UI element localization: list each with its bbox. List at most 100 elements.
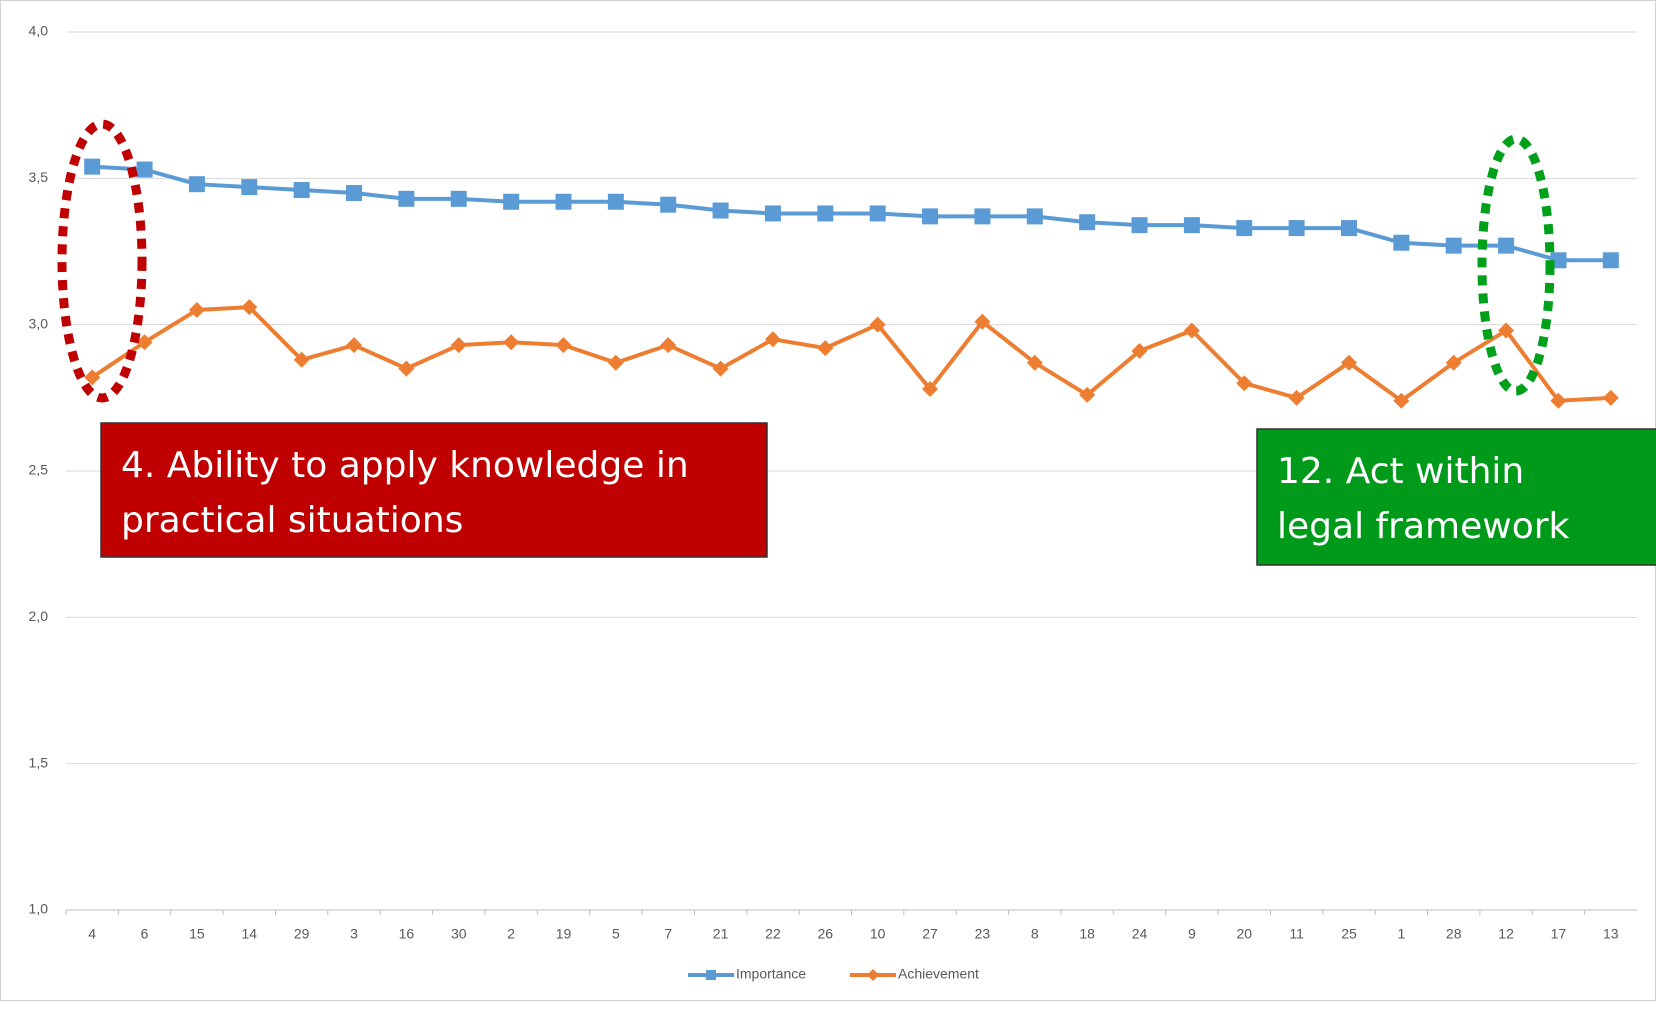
marker — [555, 193, 572, 210]
marker — [764, 331, 781, 348]
marker — [869, 205, 886, 222]
marker — [1026, 354, 1043, 371]
marker — [1236, 220, 1253, 237]
marker — [1498, 237, 1515, 254]
marker — [503, 193, 520, 210]
marker — [974, 313, 991, 330]
marker — [1445, 237, 1462, 254]
annotation-text: 4. Ability to apply knowledge in — [121, 445, 689, 486]
marker — [136, 161, 153, 178]
marker — [660, 196, 677, 213]
marker — [450, 337, 467, 354]
marker — [1498, 322, 1515, 339]
marker — [1079, 386, 1096, 403]
x-tick-label: 19 — [556, 926, 572, 942]
marker — [660, 337, 677, 354]
marker — [1131, 343, 1148, 360]
legend-marker — [867, 969, 879, 981]
x-tick-label: 4 — [88, 926, 96, 942]
marker — [869, 316, 886, 333]
x-tick-label: 16 — [399, 926, 415, 942]
marker — [398, 190, 415, 207]
annotation-box — [1256, 428, 1656, 566]
annotation-text: 12. Act within — [1277, 451, 1524, 492]
marker — [241, 299, 258, 316]
marker — [346, 184, 363, 201]
marker — [1079, 214, 1096, 231]
x-tick-label: 7 — [664, 926, 672, 942]
marker — [1602, 389, 1619, 406]
marker — [1026, 208, 1043, 225]
y-tick-label: 3,5 — [29, 169, 49, 185]
x-tick-label: 2 — [507, 926, 515, 942]
series-line — [91, 305, 1611, 403]
x-tick-label: 6 — [141, 926, 149, 942]
marker — [922, 381, 939, 398]
marker — [1393, 234, 1410, 251]
x-tick-label: 28 — [1446, 926, 1462, 942]
highlight-ellipse — [57, 119, 147, 403]
annotation-text: practical situations — [121, 500, 463, 541]
annotation-box — [100, 422, 768, 558]
marker — [1393, 392, 1410, 409]
y-tick-label: 2,5 — [29, 462, 49, 478]
x-tick-label: 22 — [765, 926, 781, 942]
x-tick-label: 5 — [612, 926, 620, 942]
legend-label: Achievement — [898, 966, 979, 982]
x-tick-label: 9 — [1188, 926, 1196, 942]
marker — [1288, 389, 1305, 406]
marker — [764, 205, 781, 222]
marker — [346, 337, 363, 354]
x-tick-label: 29 — [294, 926, 310, 942]
marker — [84, 369, 101, 386]
x-tick-label: 12 — [1498, 926, 1514, 942]
x-tick-label: 10 — [870, 926, 886, 942]
marker — [607, 193, 624, 210]
x-tick-label: 23 — [975, 926, 991, 942]
series-line — [92, 164, 1611, 263]
marker — [503, 334, 520, 351]
x-tick-label: 11 — [1289, 926, 1304, 942]
x-tick-label: 26 — [818, 926, 834, 942]
marker — [555, 337, 572, 354]
marker — [1131, 217, 1148, 234]
marker — [1340, 220, 1357, 237]
marker — [1340, 354, 1357, 371]
y-tick-label: 1,5 — [29, 754, 49, 770]
marker — [188, 302, 205, 319]
x-tick-label: 1 — [1397, 926, 1405, 942]
marker — [1602, 252, 1619, 269]
marker — [712, 360, 729, 377]
marker — [1183, 217, 1200, 234]
x-tick-label: 8 — [1031, 926, 1039, 942]
marker — [817, 340, 834, 357]
legend-marker — [706, 970, 716, 980]
annotation-text: legal framework — [1277, 506, 1570, 547]
x-tick-label: 21 — [713, 926, 729, 942]
marker — [293, 182, 310, 199]
x-tick-label: 24 — [1132, 926, 1148, 942]
marker — [1445, 354, 1462, 371]
marker — [188, 176, 205, 193]
highlight-ellipse — [1477, 134, 1555, 396]
x-tick-label: 14 — [241, 926, 257, 942]
marker — [1183, 322, 1200, 339]
x-tick-label: 13 — [1603, 926, 1619, 942]
marker — [241, 179, 258, 196]
marker — [293, 351, 310, 368]
x-tick-label: 27 — [922, 926, 938, 942]
x-tick-label: 25 — [1341, 926, 1357, 942]
y-tick-label: 1,0 — [29, 901, 49, 917]
marker — [136, 334, 153, 351]
marker — [974, 208, 991, 225]
y-tick-label: 3,0 — [29, 315, 49, 331]
legend-label: Importance — [736, 966, 806, 982]
y-tick-label: 4,0 — [29, 23, 49, 39]
marker — [1288, 220, 1305, 237]
marker — [922, 208, 939, 225]
y-tick-label: 2,0 — [29, 608, 49, 624]
marker — [607, 354, 624, 371]
marker — [817, 205, 834, 222]
marker — [1550, 392, 1567, 409]
